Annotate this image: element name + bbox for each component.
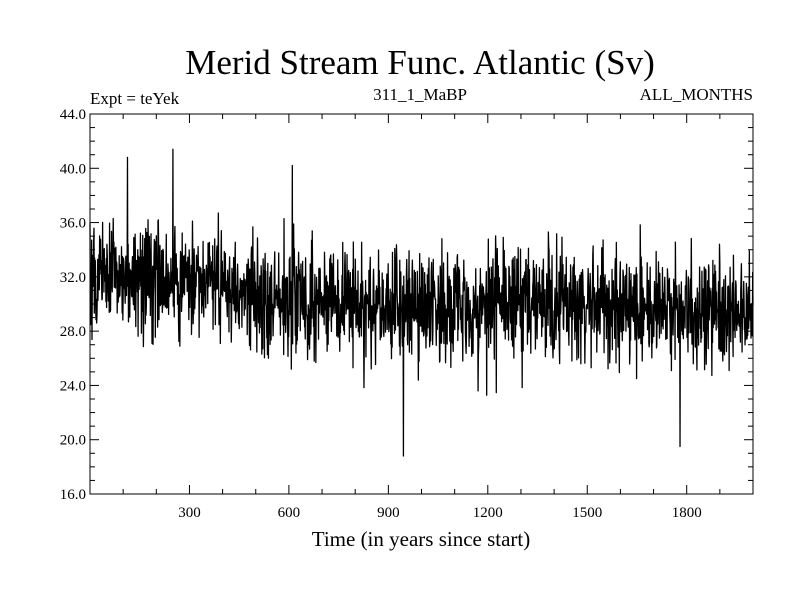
x-tick-label: 300: [178, 505, 201, 521]
y-tick-label: 44.0: [60, 107, 86, 123]
x-tick-label: 900: [377, 505, 400, 521]
series-line: [89, 148, 754, 457]
x-tick-label: 1800: [672, 505, 702, 521]
y-tick-label: 40.0: [60, 161, 86, 177]
y-tick-label: 20.0: [60, 433, 86, 449]
x-tick-label: 1200: [473, 505, 503, 521]
y-tick-label: 24.0: [60, 378, 86, 394]
months-label: ALL_MONTHS: [640, 85, 753, 104]
series-group: [89, 148, 754, 457]
y-tick-label: 36.0: [60, 216, 86, 232]
experiment-label: Expt = teYek: [90, 89, 180, 108]
y-tick-label: 16.0: [60, 487, 86, 503]
plot-frame: [89, 113, 754, 495]
chart-title: Merid Stream Func. Atlantic (Sv): [185, 43, 655, 82]
y-tick-label: 32.0: [60, 270, 86, 286]
x-axis-label: Time (in years since start): [312, 527, 531, 551]
run-label: 311_1_MaBP: [373, 85, 467, 104]
x-tick-label: 600: [278, 505, 301, 521]
x-tick-labels: 300 600 900 1200 1500 1800: [178, 505, 702, 521]
x-tick-label: 1500: [572, 505, 602, 521]
y-tick-label: 28.0: [60, 324, 86, 340]
y-tick-labels: 16.0 20.0 24.0 28.0 32.0 36.0 40.0 44.0: [60, 107, 86, 503]
